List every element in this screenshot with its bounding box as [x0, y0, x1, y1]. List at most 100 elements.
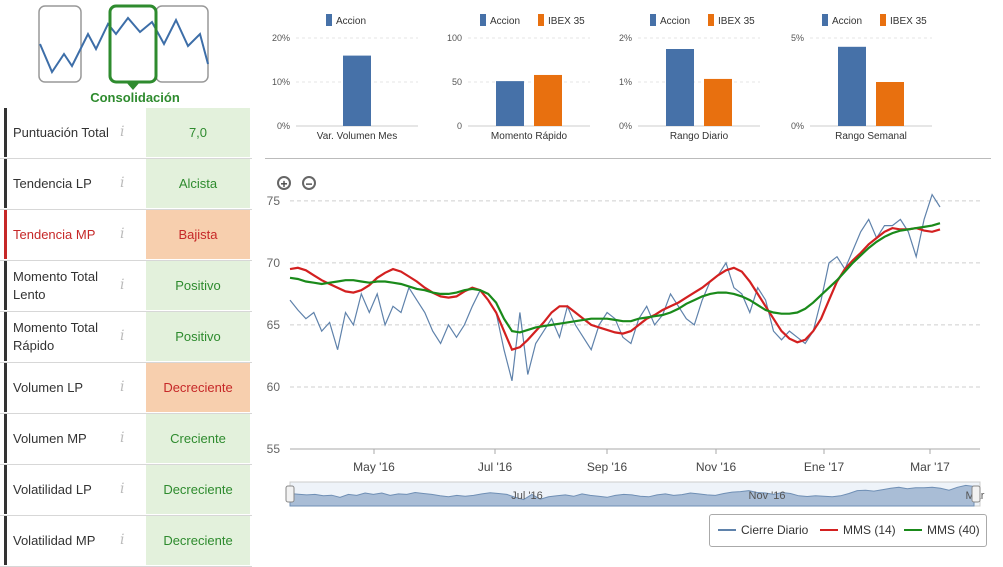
- bar-legend-label: IBEX 35: [718, 16, 755, 27]
- zoom-out-icon[interactable]: −: [302, 176, 316, 191]
- indicator-value: Creciente: [146, 414, 250, 463]
- bar-ibex-35: [704, 78, 732, 126]
- bar-legend-item: IBEX 35: [708, 14, 755, 27]
- indicator-value: Positivo: [146, 261, 250, 310]
- main-xtick: Jul '16: [478, 460, 513, 474]
- bar-chart-title: Momento Rápido: [491, 131, 568, 142]
- price-line-chart[interactable]: 55 60 65 70 75 May '16 Jul '16 Sep '16 Nov '16 En…: [262, 164, 992, 514]
- bar-ytick: 20%: [272, 33, 290, 43]
- indicator-row: Momento Total Rápido i Positivo: [0, 312, 252, 363]
- zoom-in-icon[interactable]: +: [277, 176, 291, 191]
- main-xtick: Nov '16: [696, 460, 737, 474]
- bar-legend-item: IBEX 35: [538, 14, 585, 27]
- info-icon[interactable]: i: [120, 430, 125, 446]
- bar-chart-rango-diario: Accion IBEX 35 0% 1% 2% Rango Diario: [619, 14, 760, 142]
- bar-ytick: 0%: [791, 121, 804, 131]
- bar-chart-title: Var. Volumen Mes: [317, 131, 397, 142]
- info-icon[interactable]: i: [120, 481, 125, 497]
- indicator-label: Tendencia MP: [4, 210, 122, 259]
- bar-accion: [838, 46, 866, 126]
- pattern-line: [39, 16, 209, 75]
- bar-chart-title: Rango Diario: [670, 131, 729, 142]
- main-xtick: Sep '16: [587, 460, 628, 474]
- info-icon[interactable]: i: [120, 226, 125, 242]
- indicator-label: Momento Total Rápido: [4, 312, 122, 361]
- pattern-pointer: [126, 82, 140, 90]
- consolidacion-label: Consolidación: [90, 90, 180, 105]
- bar-ytick: 5%: [791, 33, 804, 43]
- indicator-label: Tendencia LP: [4, 159, 122, 208]
- bar-legend-item: Accion: [650, 14, 690, 27]
- navigator-label: Jul '16: [511, 490, 542, 502]
- bar-accion: [666, 49, 694, 126]
- bar-legend-label: IBEX 35: [890, 16, 927, 27]
- legend-mms40[interactable]: MMS (40): [904, 523, 980, 537]
- indicator-label: Momento Total Lento: [4, 261, 122, 310]
- bar-ibex-35: [534, 74, 562, 126]
- bar-ytick: 0%: [619, 121, 632, 131]
- info-icon[interactable]: i: [120, 379, 125, 395]
- main-xtick: Mar '17: [910, 460, 950, 474]
- bar-legend-item: IBEX 35: [880, 14, 927, 27]
- info-icon[interactable]: i: [120, 532, 125, 548]
- bar-chart-rango-semanal: Accion IBEX 35 0% 5% Rango Semanal: [791, 14, 932, 142]
- bar-legend-label: Accion: [660, 16, 690, 27]
- main-ytick: 55: [267, 442, 281, 456]
- main-ytick: 70: [267, 256, 281, 270]
- bar-chart-var-volumen: Accion 0% 10% 20% Var. Volumen Mes: [272, 14, 418, 142]
- indicator-value: Decreciente: [146, 516, 250, 565]
- info-icon[interactable]: i: [120, 175, 125, 191]
- pattern-frame-selected: [108, 4, 158, 84]
- indicator-value: Bajista: [146, 210, 250, 259]
- indicator-value: 7,0: [146, 108, 250, 157]
- indicator-label: Puntuación Total: [4, 108, 122, 157]
- legend-cierre-label: Cierre Diario: [741, 523, 809, 537]
- bar-legend-swatch: [708, 14, 714, 26]
- indicator-label: Volumen MP: [4, 414, 122, 463]
- indicator-value: Decreciente: [146, 363, 250, 412]
- bar-ytick: 100: [447, 33, 462, 43]
- indicator-row: Puntuación Total i 7,0: [0, 108, 252, 159]
- legend-cierre[interactable]: Cierre Diario: [718, 523, 808, 537]
- bar-ytick: 2%: [619, 33, 632, 43]
- bar-legend-swatch: [822, 14, 828, 26]
- bar-ytick: 0%: [277, 121, 290, 131]
- navigator-handle-left: [285, 485, 295, 503]
- legend-mms14[interactable]: MMS (14): [820, 523, 896, 537]
- bar-ytick: 10%: [272, 77, 290, 87]
- indicator-label: Volatilidad MP: [4, 516, 122, 565]
- bar-ytick: 0: [457, 121, 462, 131]
- indicator-row: Volumen LP i Decreciente: [0, 363, 252, 414]
- bar-legend-swatch: [480, 14, 486, 26]
- bar-accion: [343, 55, 371, 126]
- navigator-series: [289, 484, 975, 507]
- info-icon[interactable]: i: [120, 328, 125, 344]
- info-icon[interactable]: i: [120, 124, 125, 140]
- indicator-row: Tendencia MP i Bajista: [0, 210, 252, 261]
- indicator-row: Momento Total Lento i Positivo: [0, 261, 252, 312]
- indicator-value: Decreciente: [146, 465, 250, 514]
- series-mms14: [289, 226, 941, 352]
- info-icon[interactable]: i: [120, 277, 125, 293]
- indicator-label: Volumen LP: [4, 363, 122, 412]
- bar-legend-label: IBEX 35: [548, 16, 585, 27]
- indicator-list: Puntuación Total i 7,0 Tendencia LP i Alcista…: [0, 108, 252, 567]
- bar-legend-label: Accion: [490, 16, 520, 27]
- bar-ibex-35: [876, 82, 904, 126]
- bar-legend-swatch: [650, 14, 656, 26]
- bar-legend-item: Accion: [326, 14, 366, 27]
- chart-legend: Cierre Diario MMS (14) MMS (40): [709, 514, 987, 547]
- main-xtick: Ene '17: [804, 460, 845, 474]
- bar-legend-swatch: [538, 14, 544, 26]
- bar-legend-label: Accion: [832, 16, 862, 27]
- indicator-row: Volumen MP i Creciente: [0, 414, 252, 465]
- divider: [265, 158, 991, 159]
- legend-mms40-label: MMS (40): [927, 523, 980, 537]
- bar-legend-swatch: [880, 14, 886, 26]
- bar-ytick: 50: [452, 77, 462, 87]
- bar-legend-label: Accion: [336, 16, 366, 27]
- bar-legend-swatch: [326, 14, 332, 26]
- pattern-thumbnail[interactable]: [36, 4, 212, 92]
- indicator-value: Positivo: [146, 312, 250, 361]
- indicator-value: Alcista: [146, 159, 250, 208]
